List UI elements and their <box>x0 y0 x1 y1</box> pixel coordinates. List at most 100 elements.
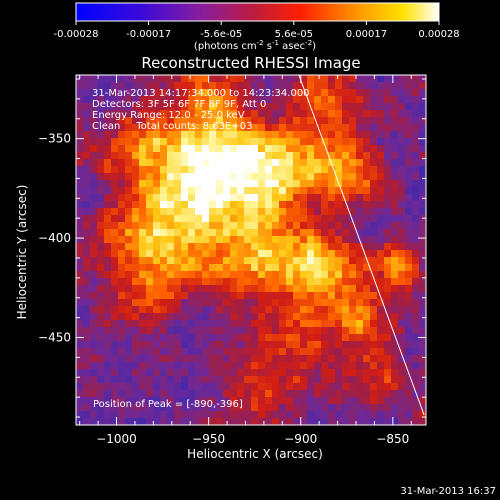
heatmap-cell <box>300 390 308 398</box>
heatmap-cell <box>237 166 245 174</box>
heatmap-cell <box>237 257 245 265</box>
heatmap-cell <box>398 292 406 300</box>
heatmap-cell <box>104 89 112 97</box>
heatmap-cell <box>244 82 252 90</box>
heatmap-cell <box>216 334 224 342</box>
heatmap-cell <box>384 166 392 174</box>
heatmap-cell <box>398 110 406 118</box>
heatmap-cell <box>279 117 287 125</box>
heatmap-cell <box>195 327 203 335</box>
colorbar-tick-label: 5.6e-05 <box>275 29 313 40</box>
heatmap-cell <box>202 306 210 314</box>
heatmap-cell <box>286 376 294 384</box>
heatmap-cell <box>244 103 252 111</box>
heatmap-cell <box>258 390 266 398</box>
heatmap-cell <box>188 397 196 405</box>
heatmap-cell <box>363 404 371 412</box>
heatmap-cell <box>377 271 385 279</box>
heatmap-cell <box>146 250 154 258</box>
heatmap-cell <box>398 271 406 279</box>
heatmap-cell <box>384 418 392 425</box>
heatmap-cell <box>160 369 168 377</box>
heatmap-cell <box>335 201 343 209</box>
heatmap-cell <box>223 369 231 377</box>
heatmap-cell <box>342 299 350 307</box>
heatmap-cell <box>258 341 266 349</box>
heatmap-cell <box>328 152 336 160</box>
heatmap-cell <box>265 166 273 174</box>
heatmap-cell <box>209 418 217 425</box>
heatmap-cell <box>181 215 189 223</box>
heatmap-cell <box>307 264 315 272</box>
heatmap-cell <box>153 124 161 132</box>
heatmap-cell <box>328 292 336 300</box>
heatmap-cell <box>244 124 252 132</box>
heatmap-cell <box>272 404 280 412</box>
heatmap-cell <box>265 250 273 258</box>
heatmap-cell <box>300 96 308 104</box>
heatmap-cell <box>237 418 245 425</box>
heatmap-cell <box>342 292 350 300</box>
heatmap-cell <box>160 194 168 202</box>
heatmap-cell <box>342 243 350 251</box>
heatmap-cell <box>146 194 154 202</box>
heatmap-cell <box>398 145 406 153</box>
heatmap-cell <box>251 418 259 425</box>
heatmap-cell <box>286 110 294 118</box>
heatmap-cell <box>153 334 161 342</box>
heatmap-cell <box>174 341 182 349</box>
heatmap-cell <box>279 362 287 370</box>
heatmap-cell <box>118 397 126 405</box>
heatmap-cell <box>167 327 175 335</box>
heatmap-cell <box>188 264 196 272</box>
heatmap-cell <box>202 348 210 356</box>
heatmap-cell <box>286 285 294 293</box>
heatmap-cell <box>167 278 175 286</box>
heatmap-cell <box>314 313 322 321</box>
heatmap-cell <box>391 257 399 265</box>
heatmap-cell <box>132 306 140 314</box>
heatmap-cell <box>258 320 266 328</box>
heatmap-cell <box>279 355 287 363</box>
heatmap-cell <box>118 145 126 153</box>
heatmap-cell <box>384 124 392 132</box>
heatmap-cell <box>139 89 147 97</box>
heatmap-cell <box>118 82 126 90</box>
heatmap-cell <box>188 103 196 111</box>
heatmap-cell <box>153 418 161 425</box>
heatmap-cell <box>111 131 119 139</box>
heatmap-cell <box>342 117 350 125</box>
heatmap-cell <box>391 306 399 314</box>
heatmap-cell <box>405 131 413 139</box>
heatmap-cell <box>293 327 301 335</box>
heatmap-cell <box>195 194 203 202</box>
heatmap-cell <box>97 278 105 286</box>
heatmap-cell <box>104 201 112 209</box>
heatmap-cell <box>153 131 161 139</box>
heatmap-cell <box>132 250 140 258</box>
heatmap-cell <box>286 215 294 223</box>
heatmap-cell <box>251 152 259 160</box>
heatmap-cell <box>258 348 266 356</box>
heatmap-cell <box>391 166 399 174</box>
heatmap-cell <box>237 278 245 286</box>
heatmap-cell <box>272 131 280 139</box>
heatmap-cell <box>272 355 280 363</box>
heatmap-cell <box>230 152 238 160</box>
heatmap-cell <box>216 215 224 223</box>
heatmap-cell <box>377 285 385 293</box>
heatmap-cell <box>286 89 294 97</box>
heatmap-cell <box>307 187 315 195</box>
heatmap-cell <box>286 341 294 349</box>
heatmap-cell <box>181 390 189 398</box>
heatmap-cell <box>111 243 119 251</box>
heatmap-cell <box>349 173 357 181</box>
heatmap-cell <box>111 383 119 391</box>
heatmap-cell <box>118 243 126 251</box>
heatmap-cell <box>97 103 105 111</box>
heatmap-cell <box>83 145 91 153</box>
heatmap-cell <box>342 355 350 363</box>
heatmap-cell <box>321 243 329 251</box>
heatmap-cell <box>181 418 189 425</box>
heatmap-cell <box>391 362 399 370</box>
